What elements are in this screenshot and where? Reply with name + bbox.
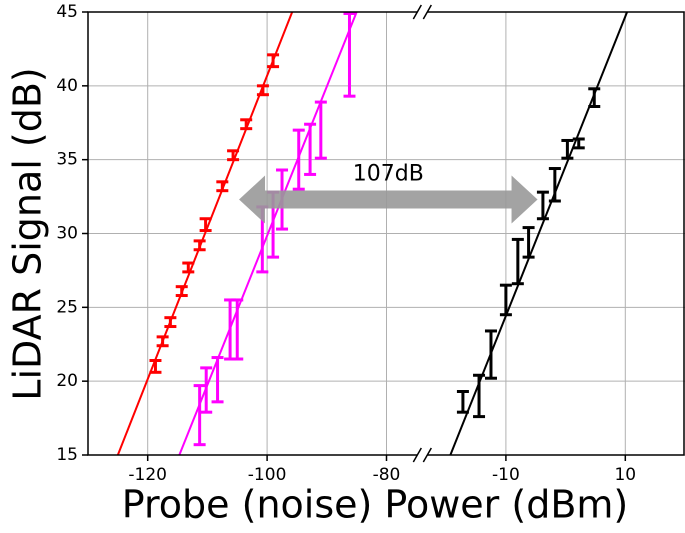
error-bar	[511, 237, 524, 286]
y-tick-label: 45	[56, 2, 78, 22]
error-bar	[484, 329, 497, 380]
error-bar	[175, 285, 188, 298]
error-bar	[314, 100, 327, 160]
error-bar	[200, 366, 213, 414]
error-bar	[156, 335, 169, 348]
y-tick-label: 20	[56, 371, 78, 391]
x-tick-label: -100	[248, 465, 287, 485]
error-bar	[548, 167, 561, 203]
fit-line	[178, 12, 358, 455]
error-bar	[211, 356, 224, 404]
error-bar	[164, 316, 177, 329]
y-tick-label: 30	[56, 224, 78, 244]
x-axis-label: Probe (noise) Power (dBm)	[122, 483, 629, 527]
break-mark	[422, 4, 432, 20]
break-mark	[422, 447, 432, 463]
error-bar	[536, 190, 549, 221]
error-bar	[216, 180, 229, 193]
error-bar	[456, 390, 469, 414]
plot-frame	[87, 11, 685, 456]
y-tick-label: 25	[56, 297, 78, 317]
error-bar	[561, 138, 574, 160]
error-bar	[182, 261, 195, 274]
error-bar	[227, 149, 240, 162]
double-arrow	[239, 175, 538, 224]
x-tick-label: -120	[128, 465, 167, 485]
y-tick-label: 35	[56, 150, 78, 170]
y-tick-label: 40	[56, 76, 78, 96]
error-bar	[224, 298, 237, 361]
break-gap	[417, 10, 428, 14]
error-bar	[199, 217, 212, 233]
error-bar	[304, 122, 317, 176]
x-tick-label: 10	[614, 465, 636, 485]
break-mark	[412, 447, 422, 463]
error-bar	[193, 384, 206, 447]
error-bar	[588, 87, 601, 109]
error-bar	[149, 358, 162, 374]
x-tick-label: -10	[492, 465, 520, 485]
error-bar	[473, 373, 486, 419]
y-tick-label: 15	[56, 445, 78, 465]
error-bar	[267, 53, 280, 69]
error-bar	[522, 226, 535, 259]
y-axis-label: LiDAR Signal (dB)	[6, 67, 50, 400]
error-bar	[240, 118, 253, 131]
break-gap	[417, 453, 428, 457]
error-bar	[343, 12, 356, 98]
error-bar	[572, 137, 585, 150]
x-tick-label: -80	[373, 465, 401, 485]
error-bar	[193, 239, 206, 252]
break-mark	[412, 4, 422, 20]
error-bar	[499, 283, 512, 317]
error-bar	[292, 128, 305, 191]
annotation-label: 107dB	[353, 162, 424, 187]
error-bar	[256, 84, 269, 97]
error-bar	[231, 298, 244, 361]
